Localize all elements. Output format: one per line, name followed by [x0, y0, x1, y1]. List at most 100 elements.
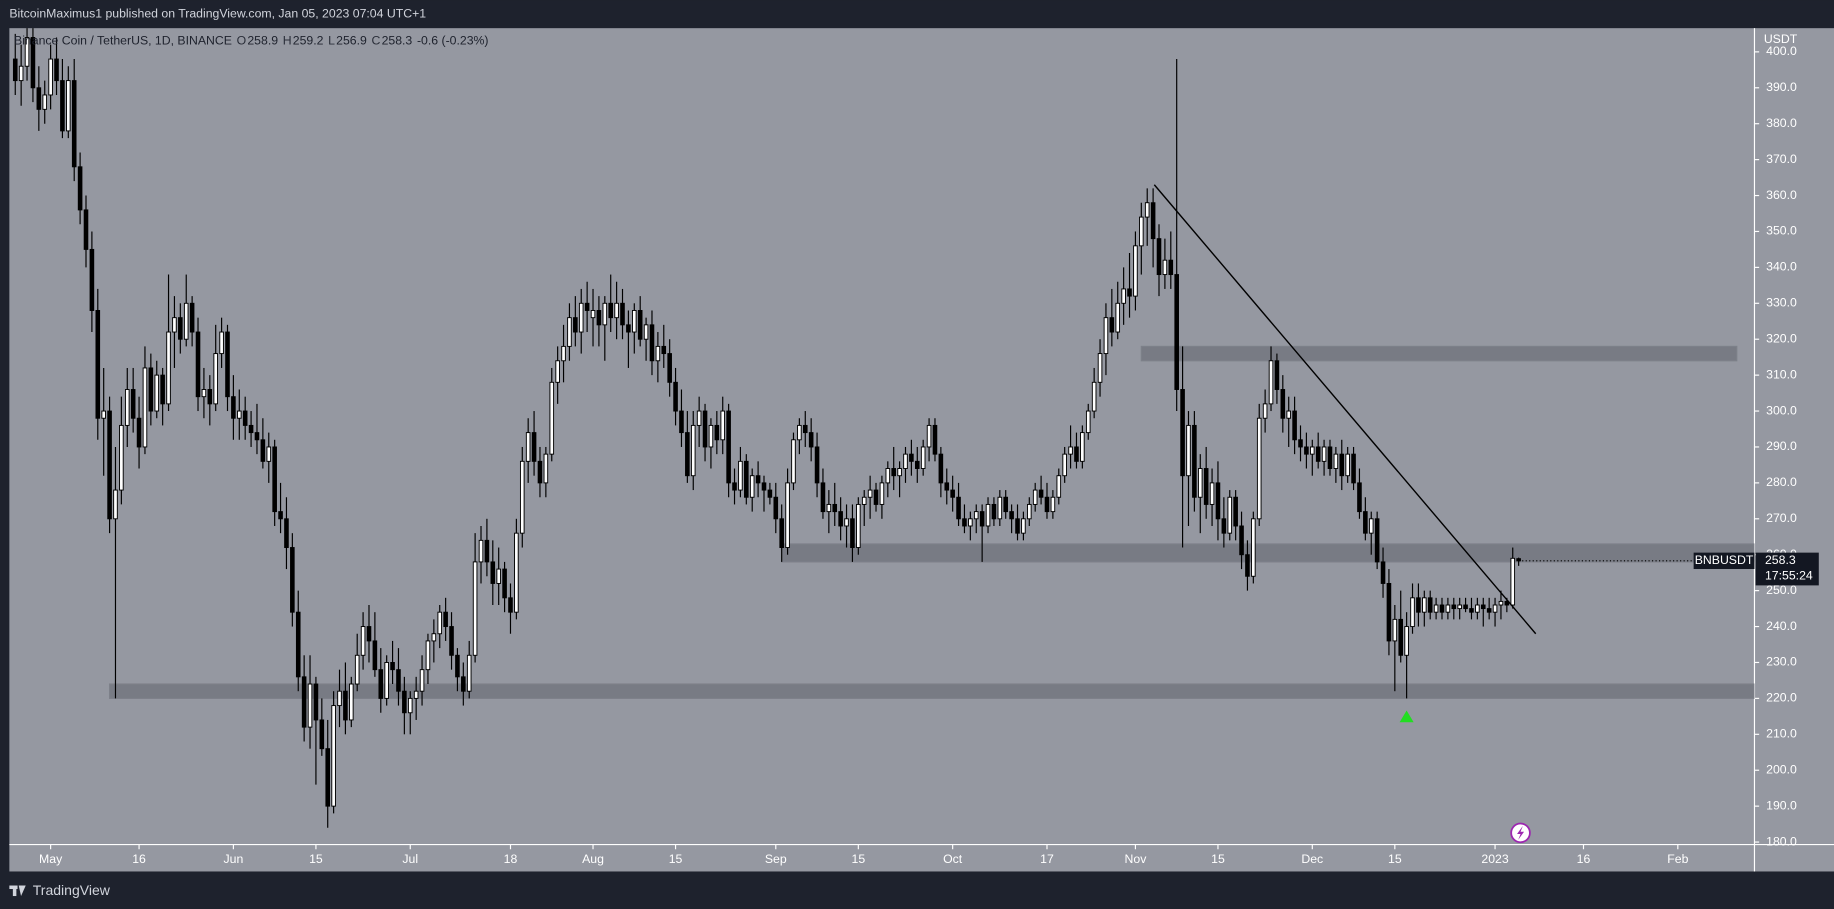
candle-body	[1333, 453, 1339, 469]
x-tick-label: 18	[504, 852, 518, 866]
candle-body	[1445, 604, 1451, 613]
candle-body	[903, 453, 908, 469]
candle-body	[1038, 489, 1044, 498]
candle-body	[1162, 259, 1168, 276]
x-tick-label: Nov	[1125, 852, 1148, 866]
candle-body	[997, 496, 1003, 520]
candle-body	[1510, 557, 1516, 606]
candle-body	[1127, 288, 1132, 297]
candle-body	[30, 37, 36, 89]
trendline	[1153, 184, 1537, 635]
y-tick-label: 180.0	[1766, 834, 1797, 848]
candle-body	[820, 482, 826, 513]
candle-body	[761, 482, 767, 491]
x-tick-label: Jun	[224, 852, 244, 866]
y-tick-label: 220.0	[1766, 691, 1797, 705]
price-tag	[1755, 552, 1819, 586]
candle-body	[767, 489, 773, 498]
y-tick-label: 310.0	[1766, 367, 1797, 381]
candle-body	[360, 626, 366, 656]
candle-body	[773, 496, 779, 520]
y-tick-label: 280.0	[1766, 475, 1797, 489]
candle-body	[349, 683, 354, 721]
x-tick-label: 15	[852, 852, 866, 866]
published-note: BitcoinMaximus1 published on TradingView…	[9, 6, 426, 20]
candle-body	[891, 468, 896, 477]
y-tick-label: 370.0	[1766, 152, 1797, 166]
candle-body	[602, 302, 608, 326]
candle-body	[643, 324, 649, 340]
y-tick-label: 390.0	[1766, 80, 1797, 94]
candle-body	[301, 676, 307, 728]
candle-body	[1156, 238, 1162, 276]
candle-body	[337, 690, 342, 707]
candle-body	[295, 611, 301, 678]
candle-body	[502, 568, 507, 599]
candle-body	[1262, 403, 1268, 419]
candle-body	[154, 374, 160, 412]
candle-body	[779, 518, 784, 549]
candle-body	[1345, 453, 1350, 477]
candle-body	[248, 424, 254, 434]
candle-body	[620, 302, 625, 326]
candle-body	[1227, 496, 1233, 534]
candle-body	[667, 353, 672, 383]
support-zone	[781, 543, 1755, 563]
candle-body	[1103, 317, 1109, 355]
candle-body	[1097, 353, 1103, 383]
candle-body	[1192, 424, 1197, 498]
candle-body	[856, 503, 861, 549]
candle-body	[991, 503, 997, 520]
candle-body	[749, 475, 755, 498]
candle-body	[861, 496, 867, 505]
candle-body	[236, 410, 242, 419]
candle-body	[225, 331, 230, 398]
candle-body	[608, 302, 614, 319]
candle-body	[1351, 453, 1356, 484]
candle-body	[42, 94, 48, 110]
candle-body	[537, 460, 543, 484]
candle-body	[1286, 410, 1292, 419]
candle-body	[183, 302, 189, 340]
candle-body	[266, 446, 272, 462]
candle-body	[207, 389, 213, 405]
ohlc-letter: H	[283, 33, 292, 47]
candle-body	[1133, 245, 1138, 297]
tradingview-logo	[9, 885, 26, 897]
candle-body	[130, 389, 136, 419]
candle-body	[596, 310, 602, 326]
x-tick-label: 15	[669, 852, 683, 866]
candle-body	[879, 482, 885, 505]
ohlc-letter: C	[372, 33, 381, 47]
x-tick-label: Aug	[582, 852, 604, 866]
candle-body	[637, 310, 643, 340]
candle-body	[431, 633, 437, 642]
candle-body	[832, 503, 838, 513]
candle-body	[1009, 511, 1014, 520]
x-tick-label: 17	[1040, 852, 1054, 866]
plot-area	[12, 28, 1755, 828]
candle-body	[1168, 259, 1174, 276]
candle-body	[1398, 618, 1404, 656]
candle-body	[797, 424, 802, 441]
candle-body	[1309, 446, 1315, 455]
candle-body	[443, 611, 448, 628]
y-tick-label: 200.0	[1766, 762, 1797, 776]
candle-body	[814, 446, 820, 484]
candle-body	[455, 654, 460, 678]
candle-body	[578, 302, 584, 333]
candle-body	[1068, 446, 1073, 455]
y-tick-label: 380.0	[1766, 116, 1797, 130]
candle-body	[366, 626, 372, 642]
candle-body	[142, 367, 148, 448]
candle-body	[950, 489, 955, 498]
signal-marker	[1399, 710, 1414, 723]
candle-body	[1209, 482, 1215, 505]
candle-body	[195, 331, 201, 398]
candle-body	[1221, 518, 1227, 534]
x-tick-label: 16	[132, 852, 146, 866]
candle-body	[555, 360, 560, 383]
symbol: Binance Coin / TetherUS, 1D, BINANCE	[14, 33, 232, 47]
x-tick-label: Feb	[1667, 852, 1688, 866]
